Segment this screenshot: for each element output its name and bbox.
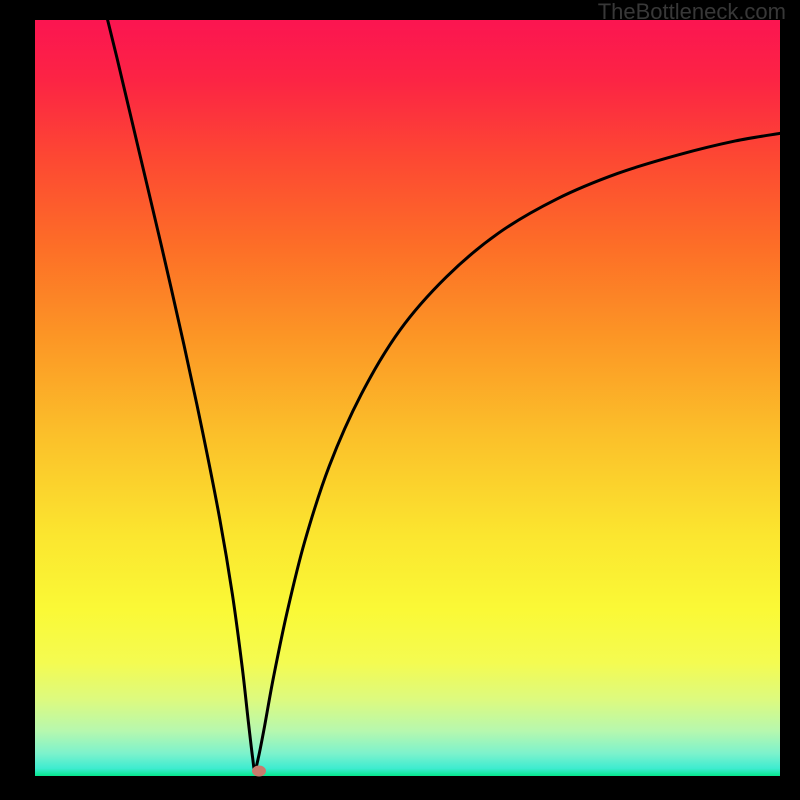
- bottleneck-curve: [35, 20, 780, 776]
- chart-stage: TheBottleneck.com: [0, 0, 800, 800]
- plot-area: [35, 20, 780, 776]
- curve-path: [102, 20, 780, 770]
